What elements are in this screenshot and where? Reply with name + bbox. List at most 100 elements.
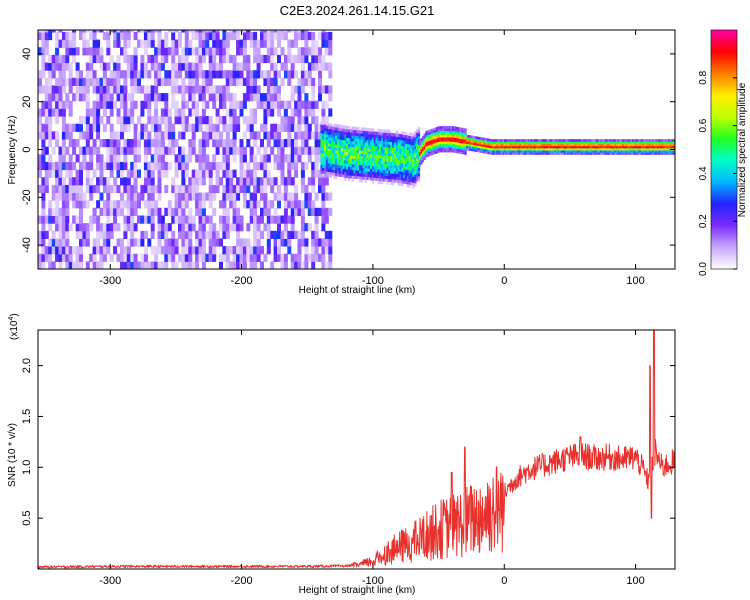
heatmap-cell <box>464 143 467 147</box>
heatmap-cell <box>360 170 364 174</box>
heatmap-cell <box>353 169 356 174</box>
heatmap-cell <box>401 131 404 135</box>
heatmap-cell <box>355 169 358 174</box>
heatmap-cell <box>568 147 571 151</box>
heatmap-cell <box>491 143 494 147</box>
heatmap-cell <box>368 173 371 178</box>
heatmap-cell <box>106 230 111 239</box>
heatmap-cell <box>123 31 128 41</box>
heatmap-cell <box>511 141 514 145</box>
heatmap-cell <box>405 166 408 170</box>
heatmap-cell <box>294 253 299 262</box>
heatmap-cell <box>338 161 342 166</box>
heatmap-cell <box>205 139 210 148</box>
heatmap-cell <box>431 133 434 136</box>
heatmap-cell <box>444 141 447 144</box>
heatmap-cell <box>61 62 66 71</box>
heatmap-cell <box>661 150 664 153</box>
heatmap-cell <box>328 246 333 255</box>
heatmap-cell <box>395 153 399 157</box>
heatmap-cell <box>360 164 364 169</box>
heatmap-cell <box>44 230 49 239</box>
heatmap-cell <box>519 143 522 147</box>
heatmap-cell <box>445 134 448 138</box>
heatmap-cell <box>455 126 458 130</box>
heatmap-cell <box>48 139 53 148</box>
heatmap-cell <box>164 54 169 64</box>
heatmap-cell <box>445 149 448 153</box>
heatmap-cell <box>546 147 549 151</box>
heatmap-cell <box>256 39 261 48</box>
heatmap-cell <box>322 147 325 151</box>
heatmap-cell <box>48 77 53 86</box>
heatmap-cell <box>89 54 94 64</box>
heatmap-cell <box>215 161 220 171</box>
heatmap-cell <box>116 253 121 262</box>
heatmap-cell <box>324 39 329 48</box>
heatmap-cell <box>174 192 179 201</box>
heatmap-cell <box>638 145 641 149</box>
heatmap-cell <box>434 136 437 139</box>
heatmap-cell <box>164 116 169 125</box>
heatmap-cell <box>294 200 299 209</box>
heatmap-cell <box>573 145 576 149</box>
heatmap-cell <box>106 223 111 232</box>
heatmap-cell <box>377 174 380 179</box>
heatmap-cell <box>140 230 145 239</box>
heatmap-cell <box>178 54 182 64</box>
heatmap-cell <box>483 148 486 152</box>
heatmap-cell <box>277 200 281 209</box>
heatmap-cell <box>324 170 327 175</box>
heatmap-cell <box>85 70 90 79</box>
heatmap-cell <box>516 150 519 153</box>
heatmap-cell <box>570 145 573 149</box>
heatmap-cell <box>280 253 285 262</box>
heatmap-cell <box>540 139 543 142</box>
heatmap-cell <box>370 156 373 161</box>
heatmap-cell <box>535 152 538 155</box>
heatmap-cell <box>273 47 278 56</box>
heatmap-cell <box>283 70 288 79</box>
heatmap-cell <box>61 200 66 209</box>
heatmap-cell <box>357 175 360 180</box>
heatmap-cell <box>653 145 656 149</box>
heatmap-cell <box>184 230 189 239</box>
heatmap-cell <box>331 166 334 170</box>
heatmap-cell <box>38 253 42 262</box>
heatmap-cell <box>489 143 492 146</box>
heatmap-cell <box>253 131 258 140</box>
heatmap-cell <box>403 166 406 170</box>
heatmap-cell <box>219 100 223 109</box>
heatmap-cell <box>41 207 46 216</box>
heatmap-cell <box>120 100 124 109</box>
heatmap-cell <box>573 141 576 145</box>
heatmap-cell <box>41 131 46 140</box>
heatmap-cell <box>157 146 162 155</box>
heatmap-cell <box>178 116 182 125</box>
heatmap-cell <box>212 31 217 41</box>
heatmap-cell <box>96 93 101 102</box>
heatmap-cell <box>150 161 155 171</box>
heatmap-cell <box>510 143 513 147</box>
heatmap-cell <box>384 146 387 151</box>
heatmap-cell <box>406 140 410 145</box>
heatmap-cell <box>116 62 121 71</box>
heatmap-cell <box>249 207 254 216</box>
heatmap-cell <box>277 123 281 132</box>
heatmap-cell <box>593 150 596 153</box>
heatmap-cell <box>371 157 375 161</box>
heatmap-cell <box>266 85 271 94</box>
heatmap-cell <box>615 141 618 145</box>
heatmap-cell <box>488 151 491 155</box>
heatmap-cell <box>283 30 288 33</box>
heatmap-cell <box>92 146 97 155</box>
heatmap-cell <box>61 85 66 94</box>
heatmap-cell <box>51 261 56 269</box>
heatmap-cell <box>174 161 179 171</box>
heatmap-cell <box>611 152 614 155</box>
heatmap-cell <box>348 166 351 170</box>
heatmap-cell <box>349 169 353 173</box>
heatmap-cell <box>72 93 77 102</box>
heatmap-cell <box>167 131 172 140</box>
heatmap-cell <box>349 155 353 159</box>
